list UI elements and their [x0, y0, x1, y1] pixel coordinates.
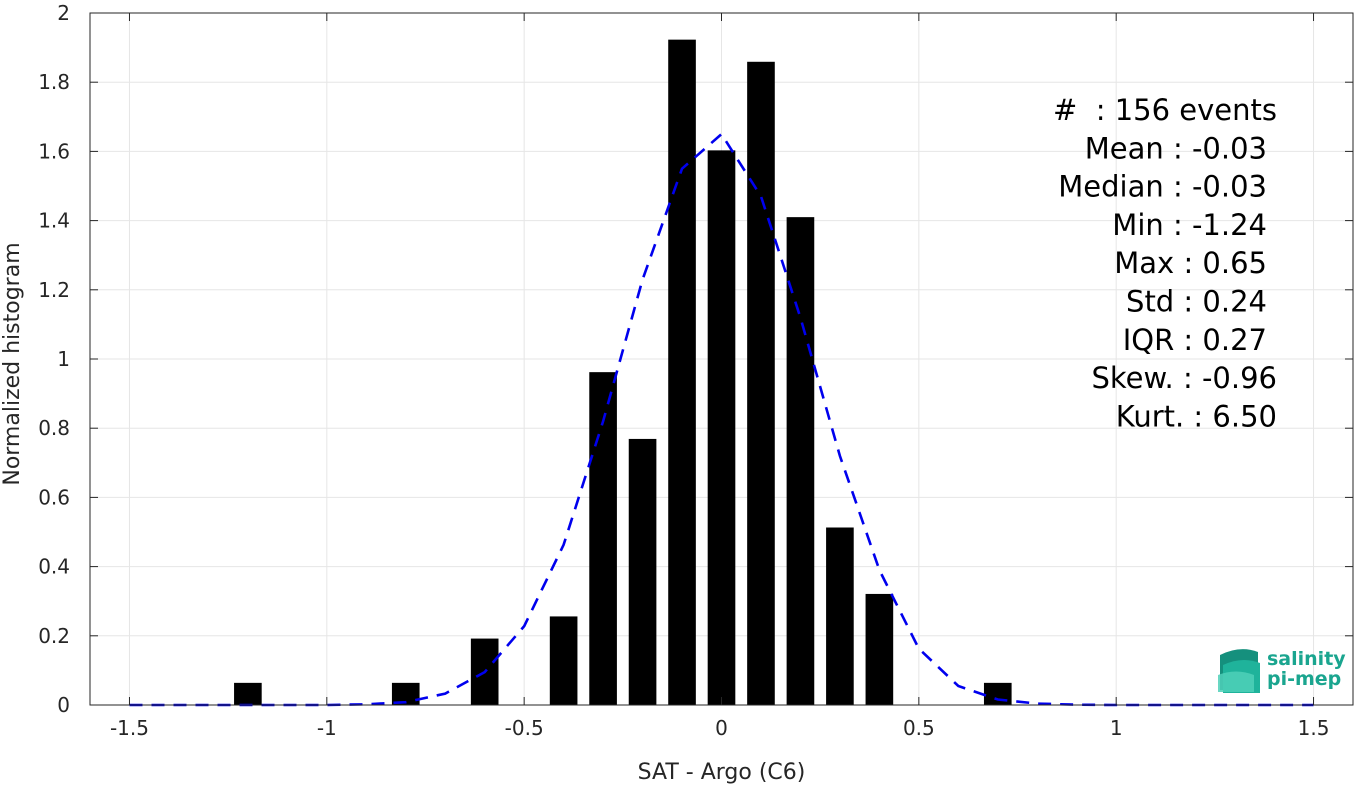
histogram-bar	[983, 682, 1012, 705]
y-tick-label: 1.6	[38, 139, 70, 163]
x-tick-label: -1.5	[110, 716, 149, 740]
histogram-bar	[549, 616, 578, 705]
x-tick-label: -1	[317, 716, 337, 740]
y-tick-label: 0.2	[38, 624, 70, 648]
histogram-bar	[391, 682, 420, 705]
stat-line: Std : 0.24	[1126, 285, 1267, 319]
histogram-bar	[628, 438, 657, 705]
stat-line: Min : -1.24	[1112, 208, 1267, 242]
axis-ticks	[90, 12, 1353, 706]
y-tick-label: 1.2	[38, 278, 70, 302]
stat-line: Mean : -0.03	[1085, 131, 1267, 165]
x-tick-label: -0.5	[505, 716, 544, 740]
histogram-bar	[668, 39, 696, 706]
y-tick-label: 0.6	[38, 485, 70, 509]
y-tick-labels: 0 0.2 0.4 0.6 0.8 1 1.2 1.4 1.6 1.8 2	[38, 1, 70, 717]
logo-text-pi-mep: pi-mep	[1267, 668, 1341, 690]
salinity-pi-mep-logo: salinity pi-mep	[1218, 648, 1346, 693]
stat-line: IQR : 0.27	[1123, 323, 1267, 357]
x-tick-label: 0.5	[903, 716, 935, 740]
y-tick-label: 0	[57, 693, 70, 717]
logo-text-salinity: salinity	[1267, 648, 1346, 670]
stat-line: Skew. : -0.96	[1091, 361, 1277, 395]
y-tick-label: 2	[57, 1, 70, 25]
x-tick-label: 0	[715, 716, 728, 740]
histogram-bar	[707, 150, 736, 705]
statistics-annotation: # : 156 events Mean : -0.03 Median : -0.03…	[1053, 93, 1277, 433]
stat-line: Median : -0.03	[1058, 170, 1267, 204]
histogram-bar	[826, 527, 854, 705]
histogram-bar	[747, 61, 775, 705]
y-tick-label: 1	[57, 347, 70, 371]
x-tick-label: 1	[1110, 716, 1123, 740]
stat-line: # : 156 events	[1053, 93, 1277, 127]
x-tick-label: 1.5	[1298, 716, 1330, 740]
y-tick-label: 0.8	[38, 416, 70, 440]
y-axis-label: Normalized histogram	[0, 242, 25, 485]
y-tick-label: 0.4	[38, 555, 70, 579]
histogram-bar	[786, 217, 815, 705]
wave-logo-icon	[1218, 649, 1260, 693]
y-tick-label: 1.8	[38, 70, 70, 94]
histogram-bar	[865, 593, 894, 705]
histogram-bar	[589, 372, 617, 705]
histogram-bars	[234, 39, 1012, 706]
stat-line: Max : 0.65	[1114, 246, 1267, 280]
y-tick-label: 1.4	[38, 209, 70, 233]
x-axis-label: SAT - Argo (C6)	[638, 760, 806, 785]
histogram-bar	[234, 682, 262, 705]
stat-line: Kurt. : 6.50	[1116, 399, 1277, 433]
x-tick-labels: -1.5 -1 -0.5 0 0.5 1 1.5	[110, 716, 1329, 740]
